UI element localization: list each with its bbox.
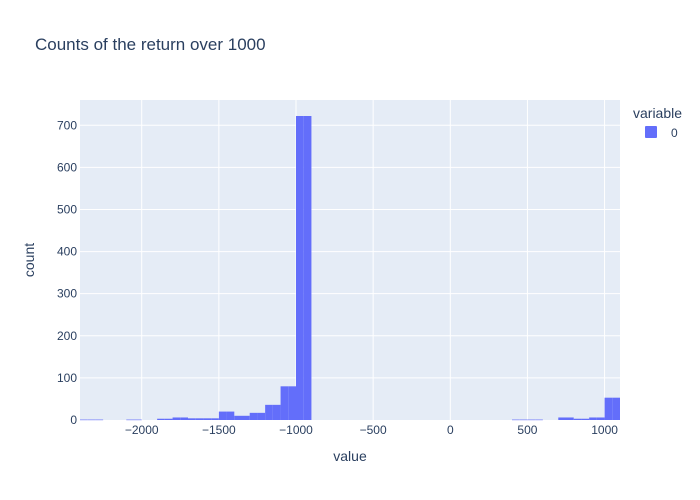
chart-title: Counts of the return over 1000 [35, 35, 266, 54]
histogram-bar[interactable] [265, 404, 273, 420]
histogram-bar[interactable] [303, 116, 312, 420]
histogram-bar[interactable] [195, 418, 204, 420]
legend: variable 0 [633, 105, 682, 140]
histogram-bar[interactable] [134, 419, 142, 421]
y-tick-label: 200 [57, 329, 77, 343]
histogram-bar[interactable] [180, 417, 188, 420]
plot-area [80, 100, 620, 420]
histogram-bar[interactable] [249, 412, 258, 420]
histogram-bar[interactable] [558, 417, 566, 420]
histogram-bar[interactable] [218, 411, 227, 420]
histogram-bar[interactable] [257, 412, 266, 420]
histogram-bar[interactable] [581, 418, 590, 420]
legend-title: variable [633, 105, 682, 121]
x-tick-label: −2000 [125, 423, 159, 437]
histogram-bar[interactable] [512, 419, 520, 421]
histogram-bar[interactable] [272, 404, 281, 420]
histogram-bar[interactable] [95, 419, 104, 421]
legend-entry-label: 0 [671, 126, 678, 140]
histogram-bar[interactable] [519, 419, 528, 421]
gridlines [80, 100, 620, 420]
histogram-bar[interactable] [596, 417, 605, 420]
histogram-bar[interactable] [188, 418, 196, 420]
x-tick-label: 500 [517, 423, 537, 437]
histogram-bar[interactable] [288, 386, 296, 420]
y-tick-label: 300 [57, 287, 77, 301]
histogram-bar[interactable] [604, 397, 613, 420]
y-axis-label: count [21, 243, 37, 277]
histogram-bar[interactable] [535, 419, 543, 421]
bars [80, 116, 620, 421]
x-axis-label: value [333, 448, 367, 464]
histogram-bar[interactable] [87, 419, 96, 421]
histogram-bar[interactable] [234, 415, 242, 420]
x-tick-label: −1000 [279, 423, 313, 437]
x-tick-label: −500 [360, 423, 387, 437]
histogram-bar[interactable] [203, 418, 212, 420]
histogram-bar[interactable] [80, 419, 88, 421]
histogram-bar[interactable] [126, 419, 134, 421]
histogram-bar[interactable] [157, 418, 165, 420]
histogram-bar[interactable] [566, 417, 574, 420]
y-tick-label: 700 [57, 118, 77, 132]
histogram-bar[interactable] [296, 116, 304, 420]
y-tick-label: 500 [57, 202, 77, 216]
y-tick-label: 600 [57, 160, 77, 174]
x-tick-label: −1500 [202, 423, 236, 437]
histogram-bar[interactable] [280, 386, 289, 420]
y-tick-label: 100 [57, 371, 77, 385]
histogram-bar[interactable] [164, 418, 173, 420]
histogram-bar[interactable] [172, 417, 181, 420]
legend-swatch[interactable] [645, 126, 657, 138]
y-tick-label: 400 [57, 245, 77, 259]
x-axis-ticks: −2000 −1500 −1000 −500 0 500 1000 [125, 423, 618, 437]
histogram-bar[interactable] [242, 415, 250, 420]
y-axis-ticks: 0 100 200 300 400 500 600 700 [57, 118, 77, 427]
histogram-bar[interactable] [527, 419, 536, 421]
y-tick-label: 0 [70, 413, 77, 427]
histogram-bar[interactable] [612, 397, 620, 420]
histogram-bar[interactable] [589, 417, 597, 420]
histogram-bar[interactable] [211, 418, 219, 420]
x-tick-label: 1000 [591, 423, 618, 437]
histogram-bar[interactable] [226, 411, 235, 420]
x-tick-label: 0 [447, 423, 454, 437]
histogram-bar[interactable] [573, 418, 582, 420]
